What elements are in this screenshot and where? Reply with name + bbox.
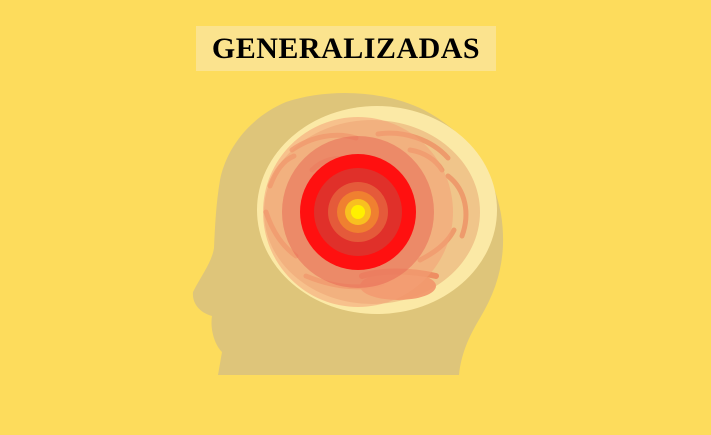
seizure-focus-core: [351, 205, 365, 219]
title-banner: GENERALIZADAS: [196, 26, 496, 71]
page-title: GENERALIZADAS: [211, 31, 481, 65]
